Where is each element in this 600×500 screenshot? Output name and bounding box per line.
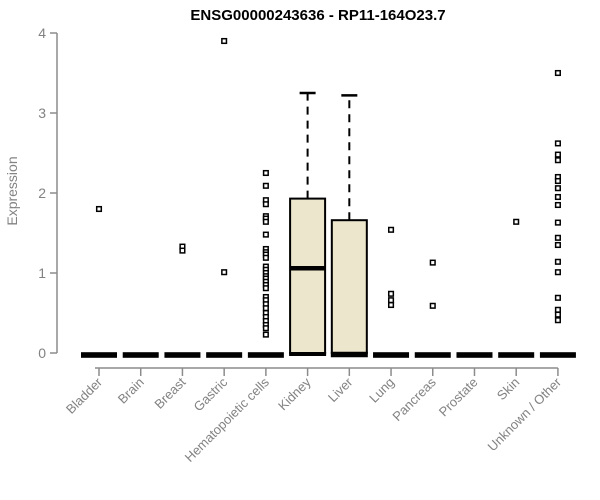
outlier-point — [429, 302, 436, 309]
collapsed-box-bar — [164, 352, 201, 358]
outlier-point — [387, 297, 395, 304]
collapsed-box-bar — [81, 352, 117, 358]
outlier-point — [554, 201, 561, 209]
outlier-point — [554, 234, 561, 241]
x-tick-label: Skin — [494, 375, 522, 403]
outlier-point — [262, 305, 269, 312]
outlier-point — [554, 219, 561, 226]
x-tick-label: Kidney — [275, 374, 314, 413]
box — [289, 197, 327, 354]
outlier-point — [387, 290, 395, 297]
collapsed-box-bar — [373, 352, 410, 358]
collapsed-box-bar — [456, 352, 493, 358]
outlier-point — [262, 182, 269, 189]
outlier-point — [554, 241, 561, 249]
outlier-point — [387, 301, 395, 309]
x-tick-label: Liver — [325, 374, 356, 405]
outlier-point — [262, 254, 269, 261]
x-tick-label: Lung — [366, 375, 397, 406]
outlier-point — [554, 151, 561, 158]
collapsed-box-bar — [414, 352, 451, 358]
outlier-point — [554, 157, 561, 164]
chart-title: ENSG00000243636 - RP11-164O23.7 — [190, 7, 446, 24]
box — [330, 219, 368, 354]
collapsed-box-bar — [247, 352, 284, 358]
outlier-point — [554, 69, 561, 77]
outlier-point — [179, 247, 186, 254]
outlier-point — [554, 177, 561, 185]
collapsed-box-bar — [206, 352, 243, 358]
x-tick-label: Unknown / Other — [484, 374, 564, 454]
outlier-point — [262, 331, 269, 338]
x-tick-label: Bladder — [63, 374, 106, 417]
y-tick-label: 1 — [38, 265, 46, 281]
outlier-point — [513, 218, 520, 225]
outlier-point — [221, 269, 228, 276]
collapsed-box-bar — [539, 352, 576, 358]
outlier-point — [554, 269, 561, 276]
x-tick-label: Pancreas — [389, 374, 439, 424]
outlier-point — [387, 226, 395, 233]
outlier-point — [429, 259, 436, 266]
outlier-point — [554, 317, 561, 324]
outlier-point — [95, 205, 103, 213]
outlier-point — [262, 169, 269, 177]
y-tick-label: 0 — [38, 345, 46, 361]
x-tick-label: Gastric — [191, 374, 231, 414]
x-tick-label: Prostate — [436, 375, 481, 420]
outlier-point — [554, 193, 561, 201]
outlier-point — [554, 258, 561, 265]
y-tick-label: 4 — [38, 25, 46, 41]
outlier-point — [554, 311, 561, 318]
y-tick-label: 2 — [38, 185, 46, 201]
outlier-point — [262, 231, 269, 238]
collapsed-box-bar — [122, 352, 159, 358]
outlier-point — [262, 285, 269, 292]
outlier-point — [262, 218, 269, 225]
outlier-point — [262, 325, 269, 332]
collapsed-box-bar — [498, 352, 535, 358]
outlier-point — [554, 294, 561, 301]
outlier-point — [554, 185, 561, 192]
x-tick-label: Breast — [151, 374, 188, 411]
outlier-point — [554, 306, 561, 313]
outlier-point — [262, 201, 269, 208]
outlier-point — [554, 140, 561, 147]
outlier-point — [221, 37, 228, 45]
x-tick-label: Brain — [115, 375, 147, 407]
y-tick-label: 3 — [38, 105, 46, 121]
